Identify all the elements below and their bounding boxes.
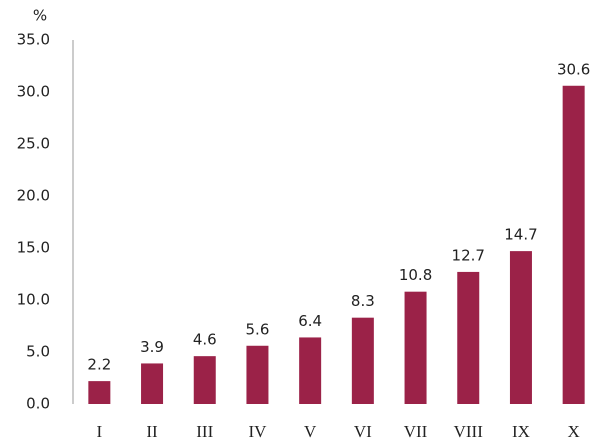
data-label: 4.6	[193, 331, 217, 349]
x-tick-label: II	[146, 422, 158, 441]
data-label: 12.7	[452, 246, 485, 264]
bar	[404, 291, 427, 404]
y-tick-label: 10.0	[17, 291, 50, 309]
y-tick-label: 15.0	[17, 239, 50, 257]
y-tick-label: 25.0	[17, 135, 50, 153]
x-tick-label: IV	[248, 422, 267, 441]
data-label: 8.3	[351, 292, 375, 310]
y-tick-label: 35.0	[17, 31, 50, 49]
x-tick-label: V	[304, 422, 317, 441]
bar	[299, 337, 322, 404]
y-tick-label: 30.0	[17, 83, 50, 101]
data-label: 3.9	[140, 338, 164, 356]
bar	[246, 345, 269, 404]
x-tick-label: IX	[512, 422, 530, 441]
bar	[88, 381, 111, 404]
bar	[509, 251, 532, 404]
y-tick-label: 20.0	[17, 187, 50, 205]
bar	[141, 363, 164, 404]
y-tick-label: 0.0	[26, 395, 50, 413]
y-axis-label: %	[33, 7, 47, 25]
y-tick-label: 5.0	[26, 343, 50, 361]
data-label: 10.8	[399, 266, 432, 284]
x-tick-label: VI	[354, 422, 372, 441]
data-label: 5.6	[246, 320, 270, 338]
x-tick-label: VII	[404, 422, 428, 441]
x-tick-label: VIII	[454, 422, 484, 441]
x-tick-label: III	[196, 422, 213, 441]
bar	[562, 85, 585, 404]
bar	[193, 356, 216, 404]
data-label: 6.4	[298, 312, 322, 330]
data-label: 30.6	[557, 60, 590, 78]
x-tick-label: I	[97, 422, 103, 441]
data-label: 14.7	[504, 226, 537, 244]
x-tick-label: X	[568, 422, 580, 441]
bar	[351, 317, 374, 404]
bar	[457, 271, 480, 404]
data-label: 2.2	[87, 356, 111, 374]
